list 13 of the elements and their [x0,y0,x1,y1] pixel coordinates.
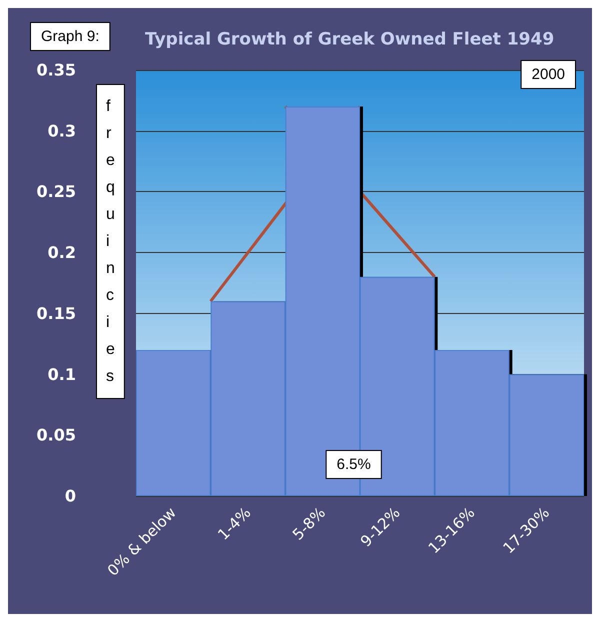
annotation: 2000 [532,66,566,83]
y-tick-label: 0.25 [36,182,76,202]
y-tick-label: 0.1 [48,364,76,384]
chart-title: Typical Growth of Greek Owned Fleet 1949 [145,30,554,50]
text: frequincies [106,98,115,385]
annotation: 6.5% [336,456,371,473]
caption: Graph 9: [41,28,100,45]
y-tick-label: 0.3 [48,121,76,140]
y-tick-label: 0.15 [36,304,76,323]
y-tick-label: 0.2 [48,243,76,262]
y-tick-label: 0 [64,486,76,506]
y-tick-label: 0.05 [36,426,76,445]
y-tick-label: 0.35 [36,60,76,80]
